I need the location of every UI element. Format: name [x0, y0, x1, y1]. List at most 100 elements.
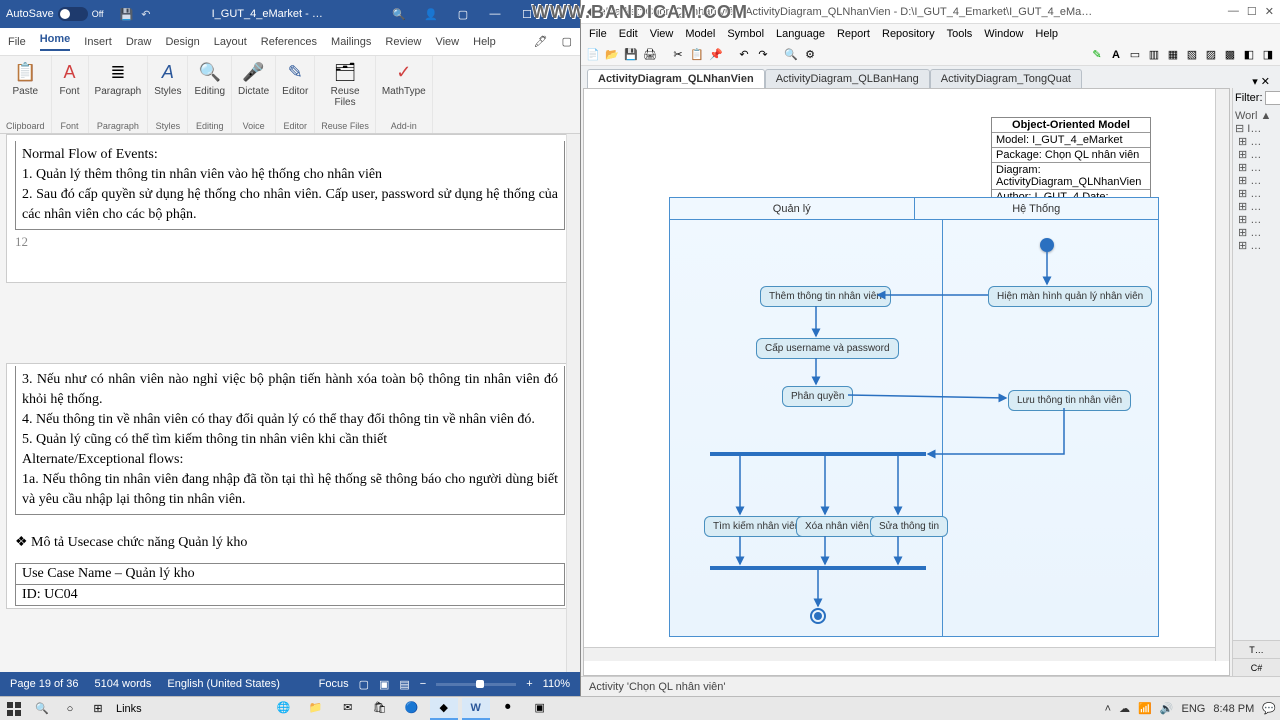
tray-wifi-icon[interactable]: 📶 — [1138, 702, 1152, 715]
menu-model[interactable]: Model — [685, 28, 715, 40]
pd-tree[interactable]: Worl ▲ ⊟ I… ⊞ … ⊞ … ⊞ … ⊞ … ⊞ … ⊞ … ⊞ … … — [1233, 108, 1280, 640]
autosave-toggle[interactable]: AutoSave Off — [6, 7, 104, 21]
close-icon[interactable]: ✕ — [1265, 5, 1274, 18]
menu-repository[interactable]: Repository — [882, 28, 935, 40]
find-icon[interactable]: 🔍 — [783, 47, 799, 63]
paragraph-button[interactable]: ≣Paragraph — [95, 60, 142, 97]
tab-mailings[interactable]: Mailings — [331, 36, 371, 48]
tray-onedrive-icon[interactable]: ☁ — [1119, 702, 1130, 715]
tool-icon[interactable]: ▭ — [1127, 47, 1143, 63]
side-tab[interactable]: C# — [1233, 658, 1280, 676]
tree-item[interactable]: ⊞ … — [1235, 149, 1278, 162]
props-icon[interactable]: ⚙ — [802, 47, 818, 63]
search-icon[interactable]: 🔍 — [32, 699, 52, 719]
app-edge[interactable]: 🌐 — [270, 698, 298, 720]
tab-home[interactable]: Home — [40, 33, 71, 51]
paste-button[interactable]: 📋Paste — [12, 60, 38, 97]
tool-icon[interactable]: ▥ — [1146, 47, 1162, 63]
tool-icon[interactable]: ◨ — [1260, 47, 1276, 63]
tree-root[interactable]: Worl ▲ — [1235, 110, 1278, 123]
zoom-out-icon[interactable]: − — [420, 678, 426, 690]
user-icon[interactable]: 👤 — [416, 4, 446, 24]
tab-layout[interactable]: Layout — [214, 36, 247, 48]
menu-tools[interactable]: Tools — [947, 28, 973, 40]
zoom-level[interactable]: 110% — [543, 678, 570, 690]
activity-node[interactable]: Sửa thông tin — [870, 516, 948, 537]
tab-insert[interactable]: Insert — [84, 36, 112, 48]
tool-icon[interactable]: ▧ — [1184, 47, 1200, 63]
swimlane-container[interactable]: Quản lý Hệ Thống Hiện màn hình quản lý n… — [669, 197, 1159, 637]
undo-icon[interactable]: ↶ — [141, 8, 150, 21]
tool-icon[interactable]: ◧ — [1241, 47, 1257, 63]
save-icon[interactable]: 💾 — [623, 47, 639, 63]
fork-bar[interactable] — [710, 452, 926, 456]
tray-notifications-icon[interactable]: 💬 — [1262, 702, 1276, 715]
web-layout-icon[interactable]: ▤ — [399, 678, 409, 691]
language-indicator[interactable]: English (United States) — [167, 678, 280, 690]
tool-icon[interactable]: ▨ — [1203, 47, 1219, 63]
paste-icon[interactable]: 📌 — [708, 47, 724, 63]
tree-item[interactable]: ⊞ … — [1235, 188, 1278, 201]
tray-volume-icon[interactable]: 🔊 — [1160, 702, 1174, 715]
tab-review[interactable]: Review — [385, 36, 421, 48]
tree-item[interactable]: ⊞ … — [1235, 201, 1278, 214]
tree-item[interactable]: ⊞ … — [1235, 227, 1278, 240]
tab-qlbanhang[interactable]: ActivityDiagram_QLBanHang — [765, 69, 930, 88]
collapse-ribbon-icon[interactable]: ▢ — [562, 35, 572, 48]
taskview-icon[interactable]: ⊞ — [88, 699, 108, 719]
minimize-icon[interactable]: — — [480, 4, 510, 24]
page-indicator[interactable]: Page 19 of 36 — [10, 678, 79, 690]
tree-item[interactable]: ⊞ … — [1235, 240, 1278, 253]
tab-references[interactable]: References — [261, 36, 317, 48]
tab-qlnhanvien[interactable]: ActivityDiagram_QLNhanVien — [587, 69, 765, 88]
zoom-in-icon[interactable]: + — [526, 678, 532, 690]
save-icon[interactable]: 💾 — [120, 8, 134, 21]
pd-canvas[interactable]: Object-Oriented Model Model: I_GUT_4_eMa… — [583, 88, 1230, 676]
app-powerdesigner[interactable]: ◆ — [430, 698, 458, 720]
filter-input[interactable] — [1265, 91, 1280, 105]
activity-end-node[interactable] — [810, 608, 826, 624]
tab-tongquat[interactable]: ActivityDiagram_TongQuat — [930, 69, 1082, 88]
menu-edit[interactable]: Edit — [619, 28, 638, 40]
side-tab[interactable]: T… — [1233, 640, 1280, 658]
join-bar[interactable] — [710, 566, 926, 570]
word-count[interactable]: 5104 words — [95, 678, 152, 690]
tray-chevron-icon[interactable]: ˄ — [1105, 703, 1111, 715]
menu-view[interactable]: View — [650, 28, 674, 40]
tree-item[interactable]: ⊞ … — [1235, 214, 1278, 227]
mathtype-button[interactable]: ✓MathType — [382, 60, 426, 97]
cortana-icon[interactable]: ○ — [60, 699, 80, 719]
ribbon-options-icon[interactable]: ▢ — [448, 4, 478, 24]
tree-item[interactable]: ⊞ … — [1235, 162, 1278, 175]
dictate-button[interactable]: 🎤Dictate — [238, 60, 269, 97]
activity-node[interactable]: Tìm kiếm nhân viên — [704, 516, 809, 537]
activity-node[interactable]: Lưu thông tin nhân viên — [1008, 390, 1131, 411]
tree-item[interactable]: ⊞ … — [1235, 175, 1278, 188]
app-explorer[interactable]: 📁 — [302, 698, 330, 720]
tab-file[interactable]: File — [8, 36, 26, 48]
tree-item[interactable]: ⊟ I… — [1235, 123, 1278, 136]
minimize-icon[interactable]: — — [1228, 5, 1239, 18]
styles-button[interactable]: AStyles — [154, 60, 181, 97]
read-mode-icon[interactable]: ▢ — [359, 678, 369, 691]
tab-draw[interactable]: Draw — [126, 36, 152, 48]
tab-help[interactable]: Help — [473, 36, 496, 48]
editor-button[interactable]: ✎Editor — [282, 60, 308, 97]
tool-icon[interactable]: A — [1108, 47, 1124, 63]
tool-icon[interactable]: ▩ — [1222, 47, 1238, 63]
editing-button[interactable]: 🔍Editing — [194, 60, 225, 97]
reuse-files-button[interactable]: 🗂Reuse Files — [327, 60, 363, 108]
focus-mode[interactable]: Focus — [319, 678, 349, 690]
font-button[interactable]: AFont — [58, 60, 82, 97]
print-icon[interactable]: 🖨 — [642, 47, 658, 63]
menu-help[interactable]: Help — [1035, 28, 1058, 40]
maximize-icon[interactable]: ☐ — [1247, 5, 1257, 18]
tab-menu-icon[interactable]: ▾ ✕ — [1248, 75, 1274, 88]
activity-node[interactable]: Phân quyền — [782, 386, 853, 407]
menu-symbol[interactable]: Symbol — [727, 28, 764, 40]
app-chrome[interactable]: 🔵 — [398, 698, 426, 720]
app-other[interactable]: ▣ — [526, 698, 554, 720]
copy-icon[interactable]: 📋 — [689, 47, 705, 63]
doc-scrollbar[interactable] — [566, 134, 580, 672]
tree-item[interactable]: ⊞ … — [1235, 136, 1278, 149]
